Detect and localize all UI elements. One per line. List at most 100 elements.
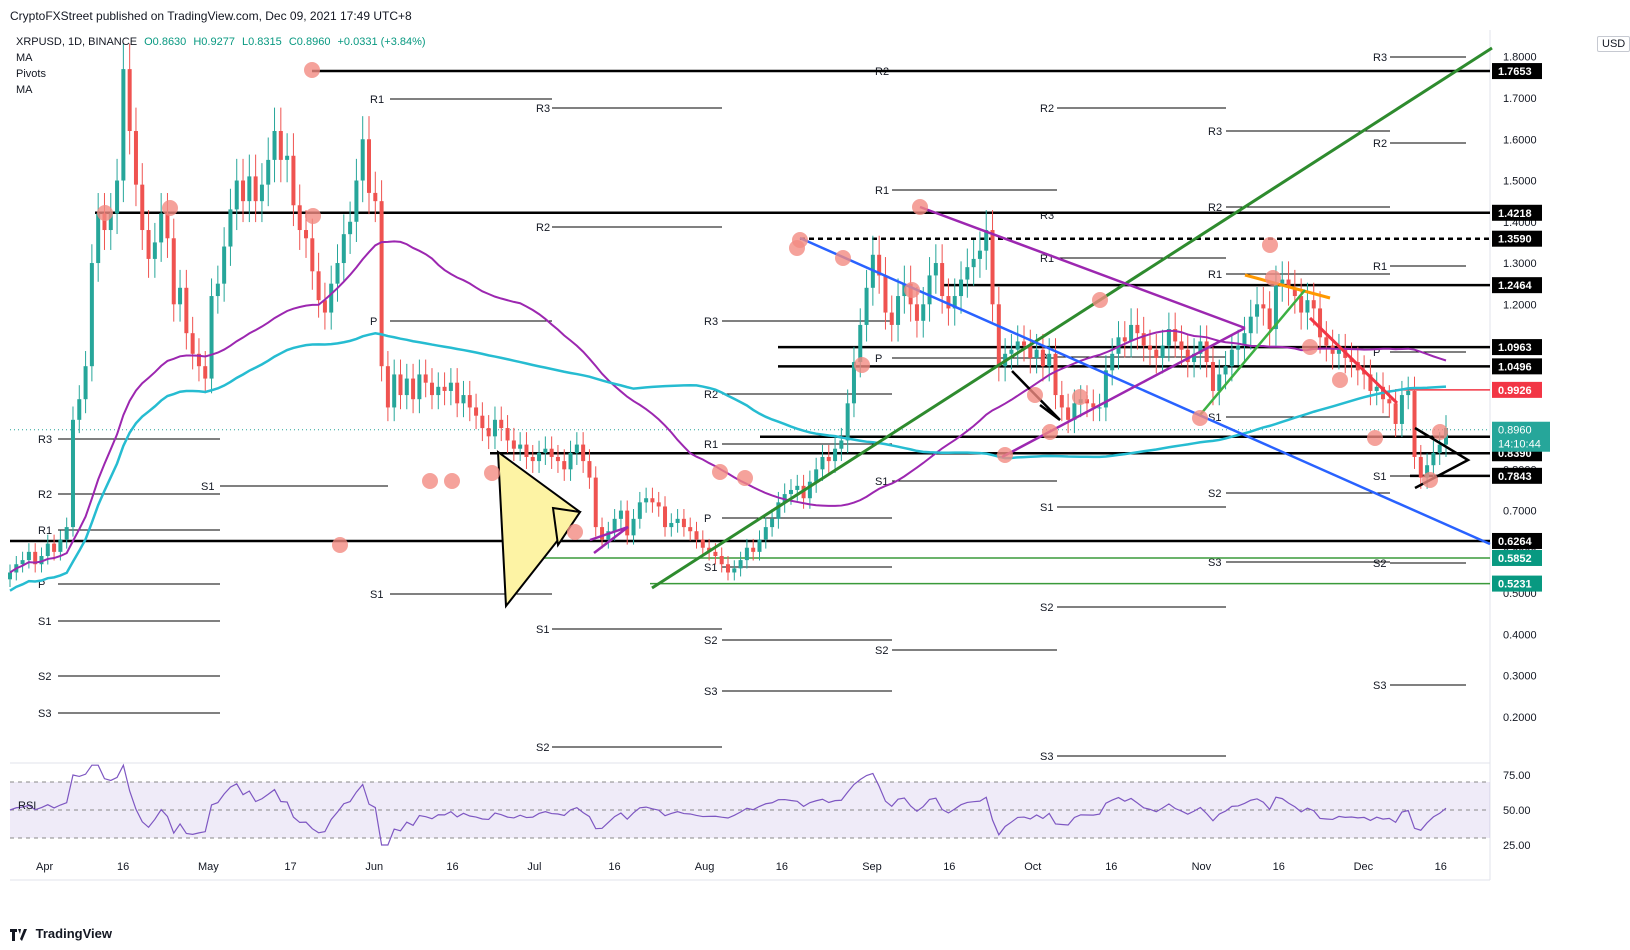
candle-body bbox=[379, 201, 384, 367]
pivot-label-s1: S1 bbox=[38, 616, 51, 628]
candle-body bbox=[851, 362, 856, 404]
candle-body bbox=[1059, 395, 1064, 408]
candle-body bbox=[373, 192, 378, 202]
candle-body bbox=[480, 415, 485, 429]
x-tick-label: Sep bbox=[862, 861, 882, 873]
pivot-label-s3: S3 bbox=[704, 686, 717, 698]
highlight-circle bbox=[1332, 372, 1348, 388]
candle-body bbox=[492, 419, 497, 437]
symbol-label[interactable]: XRPUSD, 1D, BINANCE bbox=[16, 36, 138, 48]
ohlc-open: O0.8630 bbox=[144, 36, 187, 48]
candle-body bbox=[354, 180, 359, 222]
candle-body bbox=[744, 547, 749, 561]
candle-body bbox=[1122, 337, 1127, 342]
pivot-label-s1: S1 bbox=[201, 481, 214, 493]
candle-body bbox=[184, 287, 189, 334]
pivot-label-s1: S1 bbox=[1373, 471, 1386, 483]
pivot-label-s3: S3 bbox=[1208, 557, 1221, 569]
candle-body bbox=[108, 213, 113, 231]
candle-body bbox=[713, 551, 718, 556]
highlight-circle bbox=[332, 537, 348, 553]
candle-body bbox=[889, 312, 894, 325]
candle-body bbox=[266, 159, 271, 185]
y-tick-label: 0.7000 bbox=[1503, 506, 1537, 518]
candle-body bbox=[152, 242, 157, 259]
candle-body bbox=[1091, 403, 1096, 408]
level-badge-label: 1.3590 bbox=[1498, 234, 1532, 246]
candle-body bbox=[429, 382, 434, 396]
level-badge bbox=[1492, 204, 1542, 221]
level-badge-label: 0.5852 bbox=[1498, 553, 1532, 565]
footer-brand-label: TradingView bbox=[35, 926, 112, 941]
pivot-label-p: P bbox=[704, 513, 711, 525]
candle-body bbox=[807, 481, 812, 499]
candle-body bbox=[58, 539, 63, 552]
candle-body bbox=[574, 444, 579, 453]
candle-body bbox=[1412, 390, 1417, 457]
highlight-circle bbox=[567, 524, 583, 540]
x-tick-label: 16 bbox=[446, 861, 458, 873]
candle-body bbox=[1223, 366, 1228, 375]
yellow-triangle bbox=[496, 449, 582, 609]
candle-body bbox=[663, 506, 668, 528]
candle-body bbox=[146, 230, 151, 259]
candle-body bbox=[537, 452, 542, 462]
rsi-tick-label: 75.00 bbox=[1503, 770, 1531, 782]
candle-body bbox=[1047, 353, 1052, 367]
pivot-label-s2: S2 bbox=[875, 645, 888, 657]
y-tick-label: 1.6000 bbox=[1503, 134, 1537, 146]
pivot-label-r2: R2 bbox=[1373, 138, 1387, 150]
currency-button[interactable]: USD bbox=[1597, 36, 1630, 52]
candle-body bbox=[1387, 399, 1392, 404]
pivot-label-p: P bbox=[370, 316, 377, 328]
candle-body bbox=[215, 283, 220, 297]
x-tick-label: Dec bbox=[1354, 861, 1374, 873]
rsi-label[interactable]: RSI bbox=[18, 800, 37, 812]
candle-body bbox=[115, 180, 120, 214]
indicator-ma-2[interactable]: MA bbox=[16, 84, 33, 96]
candle-body bbox=[681, 518, 686, 528]
candle-body bbox=[1236, 345, 1241, 350]
tradingview-logo-icon bbox=[10, 928, 27, 941]
candle-body bbox=[977, 250, 982, 259]
candle-body bbox=[1425, 465, 1430, 478]
candle-body bbox=[839, 440, 844, 449]
candle-body bbox=[39, 555, 44, 565]
pivot-label-s1: S1 bbox=[536, 624, 549, 636]
pivot-label-r3: R3 bbox=[704, 316, 718, 328]
highlight-circle bbox=[1192, 410, 1208, 426]
candle-body bbox=[814, 469, 819, 482]
tradingview-brand[interactable]: TradingView bbox=[10, 926, 112, 941]
level-badge-label: 0.7843 bbox=[1498, 471, 1532, 483]
x-tick-label: 16 bbox=[776, 861, 788, 873]
candle-body bbox=[1173, 329, 1178, 342]
x-tick-label: 16 bbox=[1435, 861, 1447, 873]
publisher-info: CryptoFXStreet published on TradingView.… bbox=[10, 9, 412, 23]
candle-body bbox=[1229, 349, 1234, 367]
candle-body bbox=[348, 221, 353, 235]
indicator-ma-1[interactable]: MA bbox=[16, 52, 33, 64]
highlight-circle bbox=[1265, 270, 1281, 286]
candle-body bbox=[1009, 349, 1014, 354]
pivot-label-r2: R2 bbox=[1208, 202, 1222, 214]
highlight-circle bbox=[712, 464, 728, 480]
candle-body bbox=[505, 428, 510, 441]
indicator-pivots[interactable]: Pivots bbox=[16, 68, 46, 80]
highlight-circle bbox=[1432, 424, 1448, 440]
candle-body bbox=[593, 477, 598, 528]
candle-body bbox=[1242, 333, 1247, 346]
candle-body bbox=[1418, 456, 1423, 478]
candle-body bbox=[1311, 300, 1316, 309]
x-tick-label: 16 bbox=[943, 861, 955, 873]
candle-body bbox=[190, 333, 195, 354]
candle-body bbox=[45, 543, 50, 556]
highlight-circle bbox=[162, 200, 178, 216]
candle-body bbox=[1179, 341, 1184, 350]
candle-body bbox=[826, 456, 831, 462]
candle-body bbox=[587, 461, 592, 478]
purple-resistance-line bbox=[919, 205, 1246, 330]
candle-body bbox=[297, 205, 302, 231]
pivot-label-s3: S3 bbox=[1040, 751, 1053, 763]
candle-body bbox=[669, 522, 674, 528]
